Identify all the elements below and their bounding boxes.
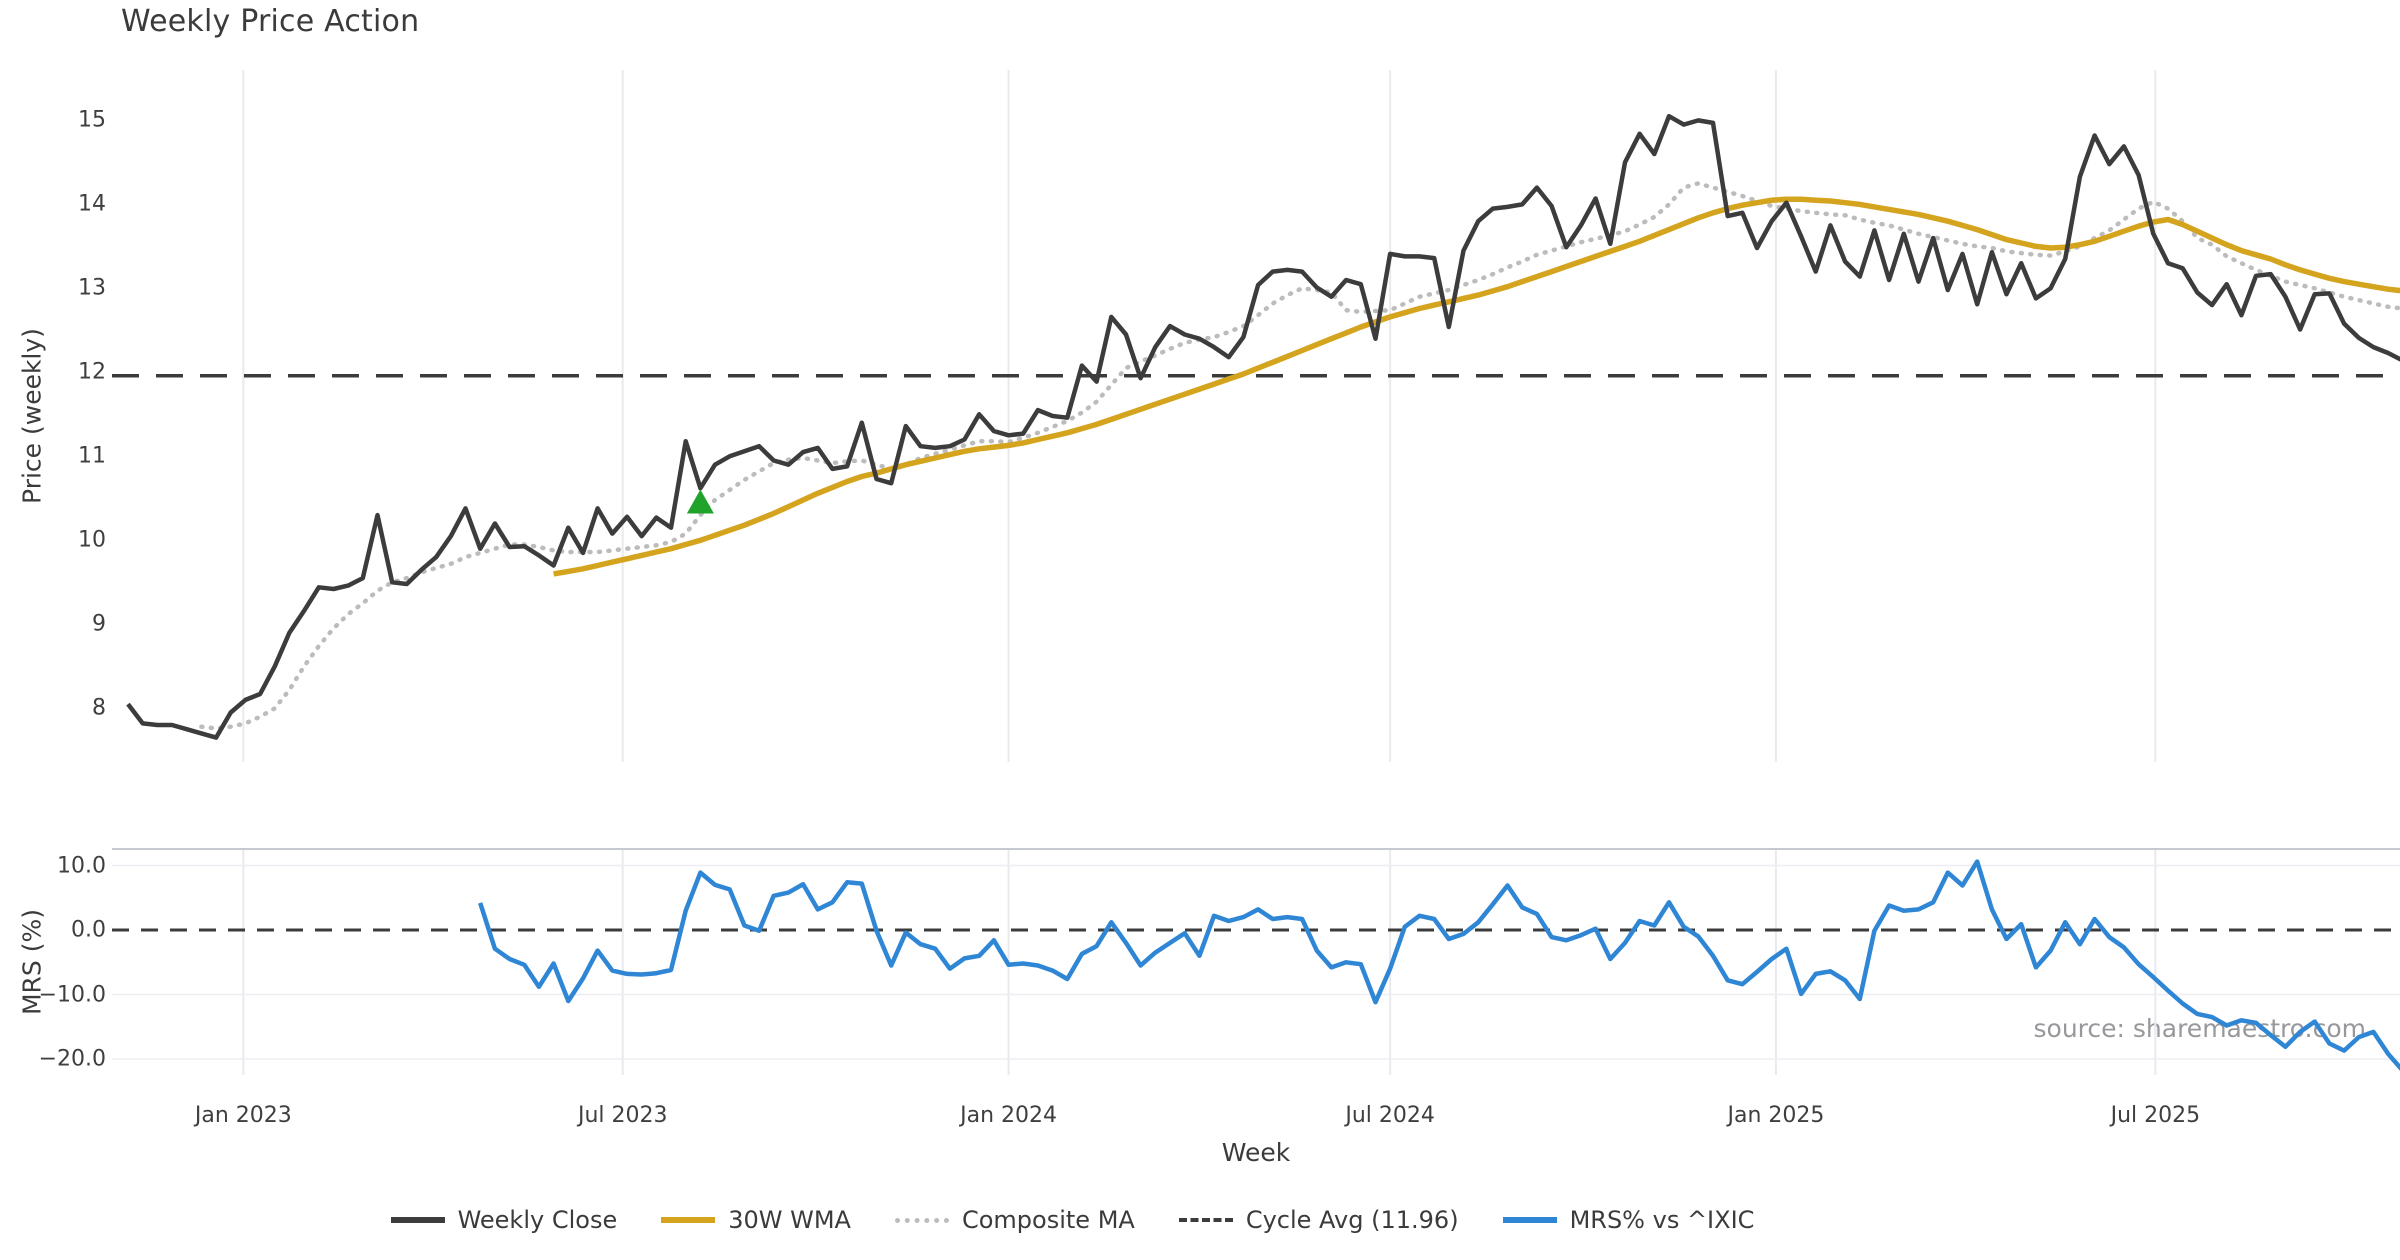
legend-swatch-solid-line-icon (661, 1217, 716, 1223)
legend-label: Weekly Close (457, 1206, 618, 1234)
mrs-line (478, 859, 2400, 1071)
legend-item: Composite MA (894, 1206, 1135, 1234)
legend-swatch-solid-line-icon (1502, 1217, 1557, 1223)
legend-item: 30W WMA (661, 1206, 851, 1234)
legend-label: MRS% vs ^IXIC (1569, 1206, 1755, 1234)
legend-swatch-dashed-line-icon (1178, 1218, 1233, 1222)
legend-label: Cycle Avg (11.96) (1245, 1206, 1459, 1234)
chart-title: Weekly Price Action (121, 4, 420, 39)
buy-signal-triangle-marker (686, 489, 714, 514)
legend-label: Composite MA (961, 1206, 1135, 1234)
x-axis-label: Week (1221, 1138, 1291, 1167)
legend-item: Weekly Close (390, 1206, 618, 1234)
composite-ma-line (199, 181, 2400, 731)
source-watermark: source: sharemaestro.com (2033, 1014, 2367, 1043)
legend: Weekly Close 30W WMA Composite MA Cycle Avg… (0, 1206, 2145, 1234)
legend-swatch-dotted-line-icon (894, 1217, 949, 1223)
legend-item: MRS% vs ^IXIC (1502, 1206, 1755, 1234)
legend-item: Cycle Avg (11.96) (1178, 1206, 1459, 1234)
legend-label: 30W WMA (728, 1206, 851, 1234)
wma-line (553, 196, 2400, 577)
legend-swatch-solid-line-icon (390, 1217, 445, 1223)
weekly-close-line (126, 113, 2400, 740)
